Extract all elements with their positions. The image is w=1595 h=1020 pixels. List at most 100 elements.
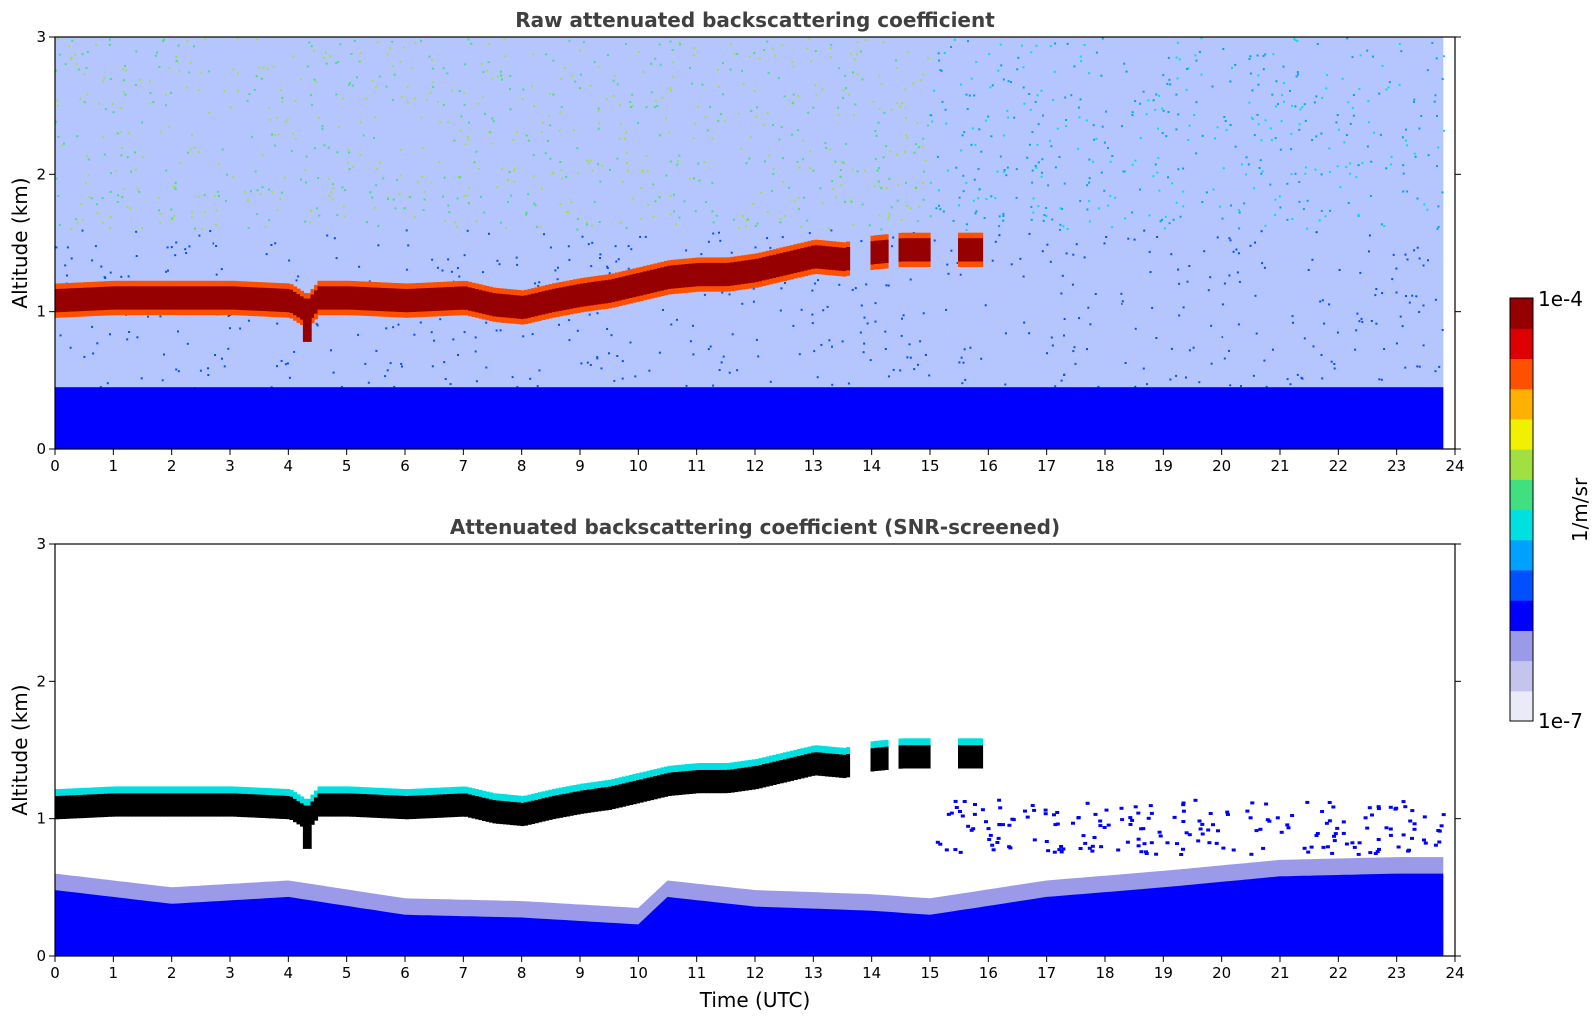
- noise-pixel: [339, 43, 342, 46]
- noise-pixel: [929, 181, 932, 184]
- noise-pixel: [904, 151, 907, 153]
- x-tick-label: 11: [687, 457, 706, 475]
- noise-pixel: [970, 77, 973, 80]
- noise-pixel: [692, 137, 695, 140]
- noise-pixel: [230, 106, 232, 109]
- cloud-pixel: [139, 286, 144, 310]
- noise-pixel: [1123, 263, 1126, 266]
- noise-pixel: [103, 77, 106, 80]
- screened-pixel: [1363, 816, 1368, 820]
- noise-pixel: [941, 100, 944, 103]
- noise-pixel: [1436, 165, 1438, 168]
- cloud-fringe: [688, 763, 693, 771]
- noise-pixel: [223, 365, 226, 368]
- cloud-pixel: [118, 793, 123, 817]
- noise-pixel: [453, 139, 456, 142]
- noise-pixel: [836, 291, 838, 294]
- cloud-fringe: [310, 794, 315, 802]
- noise-pixel: [433, 339, 436, 342]
- screened-pixel: [1433, 843, 1438, 847]
- noise-pixel: [1207, 359, 1210, 362]
- noise-pixel: [568, 319, 571, 322]
- cloud-fringe: [573, 785, 578, 792]
- noise-pixel: [895, 59, 897, 62]
- noise-pixel: [591, 241, 594, 244]
- noise-pixel: [1435, 361, 1438, 363]
- screened-pixel: [1142, 842, 1147, 846]
- noise-pixel: [588, 313, 591, 316]
- noise-pixel: [1437, 226, 1440, 228]
- noise-pixel: [189, 148, 192, 151]
- noise-pixel: [819, 187, 822, 190]
- noise-pixel: [1395, 267, 1398, 270]
- noise-pixel: [650, 62, 653, 65]
- noise-pixel: [754, 225, 757, 227]
- screened-pixel: [1396, 845, 1401, 849]
- noise-pixel: [1158, 313, 1161, 316]
- noise-pixel: [1413, 249, 1416, 252]
- cloud-pixel: [709, 262, 714, 287]
- noise-pixel: [509, 194, 512, 197]
- noise-pixel: [174, 181, 177, 184]
- noise-pixel: [403, 269, 406, 272]
- noise-pixel: [630, 351, 633, 354]
- cloud-fringe: [524, 795, 529, 803]
- cloud-pixel: [569, 792, 574, 816]
- noise-pixel: [924, 354, 927, 356]
- noise-pixel: [989, 86, 992, 89]
- noise-pixel: [272, 65, 275, 68]
- screened-pixel: [1225, 810, 1230, 814]
- noise-pixel: [612, 378, 615, 380]
- noise-pixel: [1100, 74, 1103, 77]
- screened-pixel: [1376, 805, 1381, 809]
- noise-pixel: [665, 174, 668, 177]
- noise-pixel: [1175, 93, 1178, 96]
- cloud-pixel: [706, 769, 711, 794]
- cloud-fringe: [884, 739, 889, 747]
- noise-pixel: [1007, 116, 1010, 119]
- cloud-pixel: [653, 776, 658, 800]
- cloud-pixel: [958, 745, 963, 769]
- cloud-fringe: [615, 778, 620, 786]
- noise-pixel: [782, 180, 785, 183]
- cloud-pixel: [86, 287, 91, 311]
- noise-pixel: [567, 245, 570, 248]
- noise-pixel: [227, 315, 230, 317]
- noise-pixel: [1223, 282, 1226, 285]
- cloud-fringe: [492, 793, 497, 801]
- noise-pixel: [177, 61, 180, 64]
- noise-pixel: [716, 68, 719, 71]
- noise-pixel: [730, 43, 733, 46]
- y-tick-label: 1: [36, 303, 46, 321]
- cloud-pixel: [321, 793, 326, 817]
- noise-pixel: [711, 181, 714, 184]
- noise-pixel: [731, 333, 734, 336]
- noise-pixel: [419, 321, 422, 324]
- noise-pixel: [772, 124, 774, 126]
- noise-pixel: [694, 122, 697, 125]
- x-tick-label: 19: [1154, 457, 1173, 475]
- noise-pixel: [974, 212, 977, 215]
- noise-pixel: [322, 56, 325, 59]
- noise-pixel: [310, 94, 313, 97]
- noise-pixel: [1042, 219, 1045, 222]
- noise-pixel: [658, 351, 661, 354]
- noise-pixel: [1078, 317, 1080, 320]
- noise-pixel: [815, 94, 818, 97]
- noise-pixel: [928, 114, 931, 117]
- noise-pixel: [552, 170, 555, 173]
- noise-pixel: [1346, 381, 1349, 384]
- cloud-pixel: [622, 783, 627, 807]
- noise-pixel: [1167, 56, 1170, 59]
- cloud-fringe: [478, 790, 483, 797]
- noise-pixel: [617, 258, 620, 261]
- screened-pixel: [1368, 851, 1373, 855]
- noise-pixel: [549, 246, 552, 249]
- cloud-fringe: [237, 786, 242, 794]
- cloud-fringe: [972, 738, 977, 746]
- noise-pixel: [1036, 250, 1039, 252]
- noise-pixel: [1090, 369, 1093, 372]
- noise-pixel: [1054, 42, 1057, 45]
- noise-pixel: [186, 342, 189, 345]
- cloud-pixel: [363, 287, 368, 311]
